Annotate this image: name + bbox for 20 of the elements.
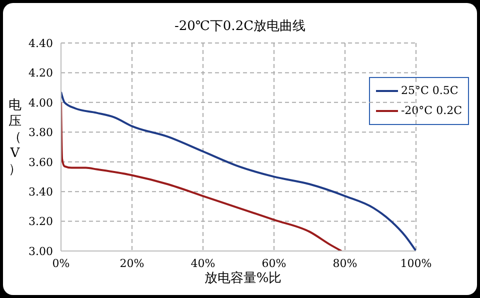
x-tick-label: 80% [332,256,358,270]
x-tick-label: 0% [52,256,70,270]
line-series [61,101,342,251]
x-tick-label: 60% [262,256,286,270]
y-tick-label: 3.00 [28,244,53,258]
x-tick-label: 20% [120,256,144,270]
y-tick-label: 3.40 [28,185,53,198]
y-tick-label: 4.20 [28,66,53,80]
x-tick-label: 40% [190,256,216,270]
y-tick-label: 3.20 [28,215,53,228]
y-tick-label: 3.60 [28,156,53,169]
legend-label: 25°C 0.5C [400,83,458,99]
legend-label: -20°C 0.2C [400,103,462,119]
x-axis-title: 放电容量%比 [203,270,283,287]
chart-title: -20℃下0.2C放电曲线 [173,18,307,35]
y-axis-title: 电压（V） [8,98,22,178]
y-tick-label: 4.00 [28,96,53,110]
y-tick-label: 4.40 [28,36,53,50]
x-tick-label: 100% [400,256,432,270]
y-tick-label: 3.80 [28,126,53,140]
